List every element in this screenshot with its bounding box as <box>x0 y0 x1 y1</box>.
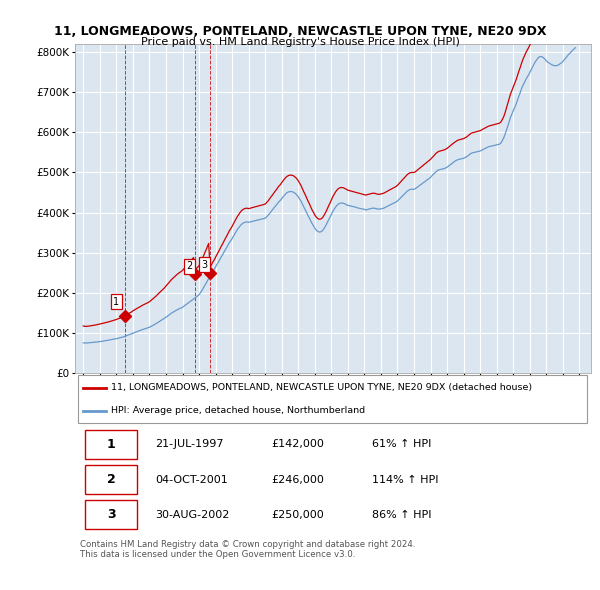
Text: 11, LONGMEADOWS, PONTELAND, NEWCASTLE UPON TYNE, NE20 9DX: 11, LONGMEADOWS, PONTELAND, NEWCASTLE UP… <box>54 25 546 38</box>
Text: 114% ↑ HPI: 114% ↑ HPI <box>372 474 438 484</box>
Text: 30-AUG-2002: 30-AUG-2002 <box>155 510 229 520</box>
Text: 1: 1 <box>113 297 119 307</box>
Text: 86% ↑ HPI: 86% ↑ HPI <box>372 510 431 520</box>
FancyBboxPatch shape <box>77 375 587 423</box>
Text: Contains HM Land Registry data © Crown copyright and database right 2024.
This d: Contains HM Land Registry data © Crown c… <box>80 540 416 559</box>
Text: £142,000: £142,000 <box>271 439 324 449</box>
Text: 2: 2 <box>186 261 192 271</box>
FancyBboxPatch shape <box>85 465 137 494</box>
Text: 3: 3 <box>107 509 115 522</box>
Text: 61% ↑ HPI: 61% ↑ HPI <box>372 439 431 449</box>
Text: £246,000: £246,000 <box>271 474 324 484</box>
Text: 3: 3 <box>201 260 207 270</box>
FancyBboxPatch shape <box>85 430 137 458</box>
Text: HPI: Average price, detached house, Northumberland: HPI: Average price, detached house, Nort… <box>111 406 365 415</box>
Text: Price paid vs. HM Land Registry's House Price Index (HPI): Price paid vs. HM Land Registry's House … <box>140 37 460 47</box>
Text: 2: 2 <box>107 473 115 486</box>
Text: 04-OCT-2001: 04-OCT-2001 <box>155 474 228 484</box>
Text: £250,000: £250,000 <box>271 510 324 520</box>
Text: 1: 1 <box>107 438 115 451</box>
Text: 21-JUL-1997: 21-JUL-1997 <box>155 439 223 449</box>
Text: 11, LONGMEADOWS, PONTELAND, NEWCASTLE UPON TYNE, NE20 9DX (detached house): 11, LONGMEADOWS, PONTELAND, NEWCASTLE UP… <box>111 383 532 392</box>
FancyBboxPatch shape <box>85 500 137 529</box>
